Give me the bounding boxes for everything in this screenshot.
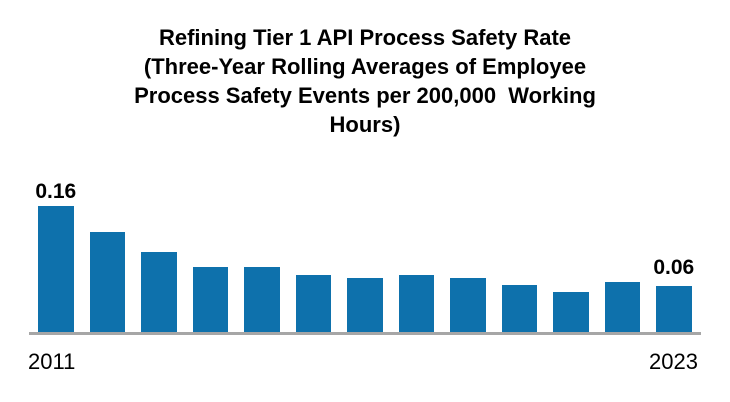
chart-title: Refining Tier 1 API Process Safety Rate … (0, 23, 730, 139)
bar-2019 (450, 277, 486, 332)
bar-2014 (192, 267, 228, 332)
bar-2022 (604, 281, 640, 332)
bar-2017 (347, 277, 383, 332)
chart-title-line-1: Refining Tier 1 API Process Safety Rate (158, 25, 572, 50)
bar-2020 (501, 284, 537, 332)
bar-2012 (89, 232, 125, 332)
bar-2016 (295, 275, 331, 332)
bar-value-label-2011: 0.16 (35, 180, 77, 203)
chart-title-line-4: Hours) (329, 112, 401, 137)
x-axis-line (29, 332, 701, 335)
x-axis-label-first: 2011 (28, 349, 76, 374)
chart-title-line-2: (Three-Year Rolling Averages of Employee (143, 54, 587, 79)
chart-title-line-3: Process Safety Events per 200,000 Workin… (134, 83, 596, 108)
bar-value-label-2023: 0.06 (653, 256, 695, 280)
bar-2013 (141, 251, 177, 332)
x-axis-label-last: 2023 (649, 349, 698, 374)
bar-2018 (398, 275, 434, 332)
bar-2011 (38, 206, 74, 332)
bar-2021 (553, 291, 589, 332)
bar-2023 (656, 286, 692, 332)
bar-2015 (244, 267, 280, 332)
